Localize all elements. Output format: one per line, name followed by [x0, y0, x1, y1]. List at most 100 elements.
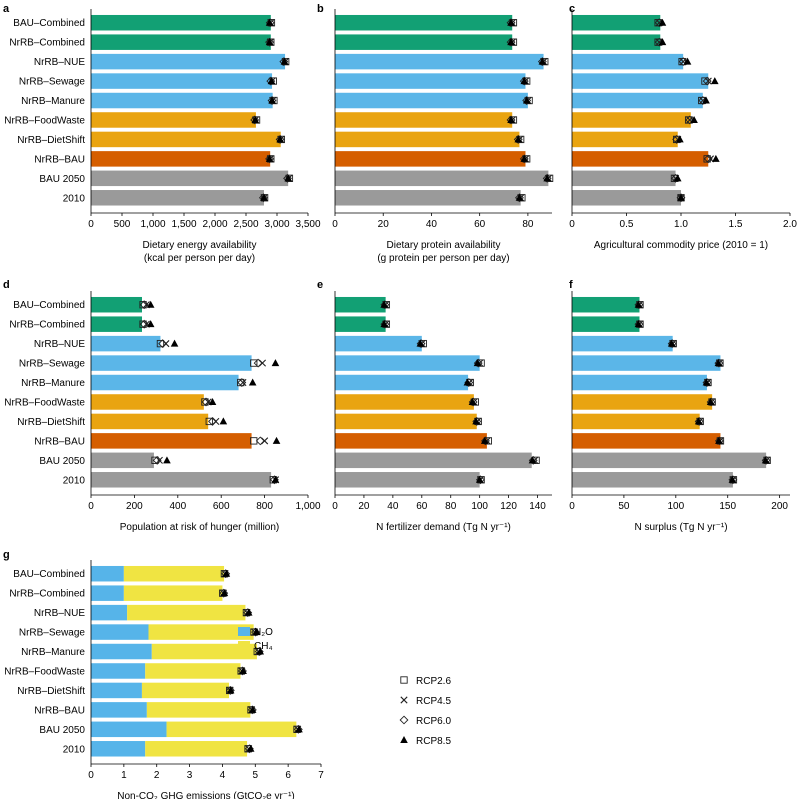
rcp60-marker: [513, 134, 523, 144]
bar: [335, 53, 544, 70]
bar: [335, 296, 386, 313]
rcp85-marker: [380, 320, 388, 328]
rcp85-marker: [475, 475, 484, 483]
rcp60-marker: [519, 154, 529, 164]
rcp85-marker: [146, 300, 155, 308]
rcp85-marker: [220, 589, 229, 597]
n2o-legend-label: N₂O: [254, 627, 273, 638]
rcp85-marker: [677, 193, 685, 201]
category-label: 2010: [63, 475, 86, 486]
rcp85-marker: [702, 378, 711, 386]
category-label: NrRB–NUE: [34, 57, 85, 68]
rcp60-marker: [537, 57, 547, 67]
bar: [91, 413, 209, 430]
bar: [335, 316, 386, 332]
bar: [91, 112, 256, 128]
panel-letter: e: [317, 279, 323, 291]
rcp85-marker: [276, 135, 284, 143]
bar: [572, 433, 721, 449]
category-label: 2010: [63, 193, 86, 204]
panel-letter: f: [569, 279, 573, 291]
bar: [335, 73, 526, 89]
x-tick-label: 0: [88, 219, 94, 230]
rcp85-marker: [380, 300, 388, 308]
x-tick-label: 2,500: [233, 219, 258, 230]
x-tick-label: 4: [220, 770, 226, 781]
bar-n2o: [91, 624, 149, 640]
x-axis-label: Non-CO₂ GHG emissions (GtCO₂e yr⁻¹): [117, 791, 295, 799]
bar: [91, 472, 272, 488]
rcp85-marker: [272, 436, 281, 444]
bar-ch4: [123, 585, 223, 601]
x-tick-label: 800: [256, 501, 273, 512]
bar: [91, 92, 273, 109]
rcp85-marker: [634, 320, 643, 328]
bar-ch4: [166, 721, 297, 738]
rcp60-marker: [254, 647, 264, 656]
category-label: NrRB–DietShift: [17, 686, 85, 697]
bar-ch4: [123, 565, 225, 582]
rcp60-marker: [265, 18, 275, 28]
x-tick-label: 600: [213, 501, 230, 512]
rcp60-marker: [279, 57, 289, 67]
panel-b: b 0 20 40 60 80 Dietary protein availability (g…: [317, 3, 554, 264]
rcp60-legend-label: RCP6.0: [416, 716, 451, 727]
bar: [335, 335, 422, 352]
bar-n2o: [91, 643, 152, 660]
bar: [572, 73, 709, 89]
x-axis-label: (kcal per person per day): [144, 253, 255, 264]
rcp26-marker: [151, 456, 159, 464]
panel-letter: b: [317, 3, 324, 15]
x-tick-label: 0: [569, 501, 575, 512]
bar: [335, 14, 513, 31]
rcp85-marker: [265, 18, 274, 26]
rcp60-marker: [515, 193, 524, 203]
category-label: BAU–Combined: [13, 300, 85, 311]
bar: [91, 14, 271, 31]
rcp60-marker: [468, 397, 478, 407]
rcp26-marker: [400, 676, 408, 684]
x-tick-label: 0: [88, 770, 94, 781]
category-label: NrRB–Sewage: [19, 628, 86, 639]
bar: [572, 14, 661, 31]
rcp60-marker: [416, 339, 426, 349]
bar: [572, 112, 691, 128]
rcp45-marker: [400, 696, 408, 704]
rcp85-marker: [265, 154, 274, 162]
rcp60-marker: [225, 685, 235, 695]
x-tick-label: 0: [332, 219, 338, 230]
x-axis-label: Population at risk of hunger (million): [120, 522, 280, 533]
rcp60-marker: [251, 627, 261, 637]
rcp60-marker: [667, 339, 677, 349]
bar-ch4: [145, 741, 248, 757]
rcp85-marker: [690, 115, 698, 123]
category-label: NrRB–FoodWaste: [4, 115, 85, 126]
rcp85-marker: [226, 686, 235, 694]
rcp60-marker: [275, 134, 285, 144]
rcp85-marker: [219, 417, 228, 425]
rcp60-marker: [481, 436, 490, 446]
rcp85-marker: [522, 96, 531, 104]
bar: [91, 151, 271, 167]
category-label: BAU–Combined: [13, 569, 85, 580]
bar: [91, 374, 239, 391]
rcp60-marker: [703, 154, 713, 164]
rcp85-marker: [170, 339, 179, 347]
rcp60-marker: [139, 319, 149, 329]
category-label: NrRB–Sewage: [19, 359, 86, 370]
category-label: BAU 2050: [39, 174, 85, 185]
rcp85-marker: [244, 608, 253, 616]
category-label: NrRB–Manure: [21, 378, 85, 389]
category-label: NrRB–Manure: [21, 647, 85, 658]
rcp85-marker: [248, 378, 257, 386]
rcp60-marker: [685, 115, 695, 125]
bar-ch4: [127, 604, 246, 621]
bar: [572, 374, 707, 391]
x-tick-label: 0: [88, 501, 94, 512]
bar: [572, 335, 673, 352]
rcp60-marker: [472, 416, 482, 426]
x-tick-label: 0.5: [620, 219, 634, 230]
bar: [91, 394, 204, 410]
rcp60-marker: [265, 154, 274, 164]
